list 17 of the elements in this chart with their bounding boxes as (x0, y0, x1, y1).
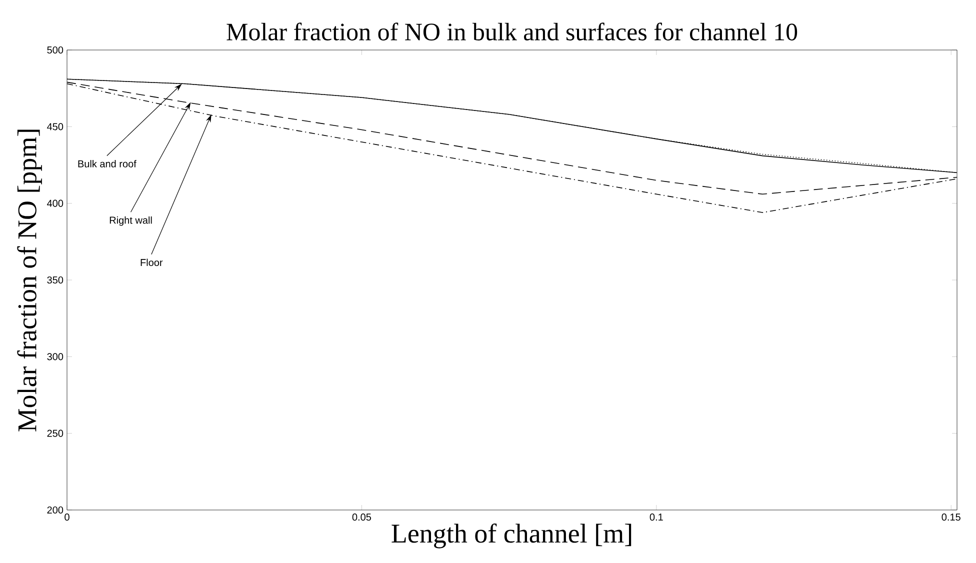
annotation: Right wall (110, 216, 152, 226)
y-tick-label: 500 (47, 46, 64, 54)
x-axis-title: Length of channel [m] (392, 523, 632, 548)
y-tick-label: 300 (47, 353, 64, 360)
y-tick-label: 450 (47, 123, 64, 130)
y-axis-title: Molar fraction of NO [ppm] (17, 130, 42, 432)
y-tick-label: 200 (47, 506, 64, 514)
x-tick-label: 0.15 (942, 514, 960, 521)
y-tick-label: 400 (47, 200, 64, 207)
x-tick-label: 0.05 (352, 514, 372, 521)
y-tick-label: 350 (47, 276, 64, 284)
annotation: Floor (140, 258, 163, 266)
x-tick-label: 0 (64, 514, 70, 521)
annotation: Bulk and roof (78, 160, 136, 168)
y-tick-label: 250 (47, 430, 64, 437)
chart-title: Molar fraction of NO in bulk and surfaces for channel 10 (226, 22, 798, 40)
x-tick-label: 0.1 (650, 514, 663, 521)
